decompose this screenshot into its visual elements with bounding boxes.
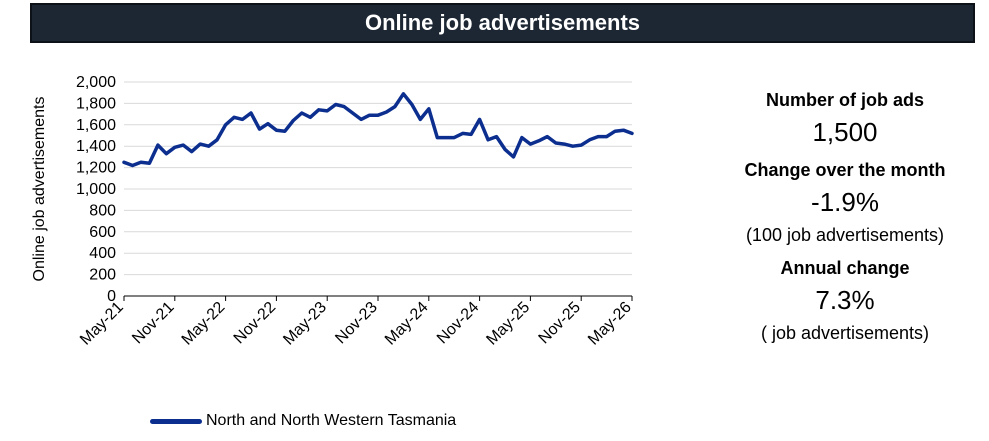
y-tick-label: 1,200 bbox=[76, 160, 116, 177]
number-of-job-ads-value: 1,500 bbox=[812, 117, 878, 147]
y-tick-label: 200 bbox=[89, 267, 116, 284]
y-tick-label: 1,000 bbox=[76, 181, 116, 198]
series-line-north-and-north-western-tasmania bbox=[122, 92, 634, 168]
monthly-change-value: -1.9% bbox=[811, 187, 879, 217]
x-tick-label: May-26 bbox=[585, 299, 635, 349]
y-tick-label: 0 bbox=[107, 288, 116, 305]
x-tick-label: May-22 bbox=[179, 299, 229, 349]
x-tick-label: May-21 bbox=[77, 299, 127, 349]
x-tick-label: May-23 bbox=[280, 299, 330, 349]
x-tick-label: May-24 bbox=[382, 299, 432, 349]
monthly-change-note: (100 job advertisements) bbox=[745, 225, 945, 245]
x-tick-label: Nov-21 bbox=[129, 299, 178, 348]
x-tick-label: May-25 bbox=[483, 299, 533, 349]
y-tick-label: 1,600 bbox=[76, 117, 116, 134]
y-axis-title: Online job advertisements bbox=[31, 97, 48, 282]
number-of-job-ads-heading: Number of job ads bbox=[765, 90, 924, 110]
x-tick-label: Nov-24 bbox=[434, 299, 483, 348]
x-tick-label: Nov-22 bbox=[231, 299, 280, 348]
page-title: Online job advertisements bbox=[364, 10, 641, 35]
y-tick-label: 800 bbox=[89, 202, 116, 219]
annual-change-heading: Annual change bbox=[780, 258, 910, 278]
title-banner: Online job advertisements bbox=[30, 3, 975, 43]
annual-change-value: 7.3% bbox=[815, 285, 875, 315]
y-tick-label: 1,800 bbox=[76, 95, 116, 112]
stats-panel: Number of job ads 1,500 Change over the … bbox=[710, 88, 980, 346]
legend-label: North and North Western Tasmania bbox=[206, 412, 457, 429]
annual-change-note: ( job advertisements) bbox=[760, 323, 930, 343]
x-tick-label: Nov-23 bbox=[332, 299, 381, 348]
y-tick-label: 400 bbox=[89, 245, 116, 262]
monthly-change-heading: Change over the month bbox=[744, 160, 946, 180]
y-tick-label: 1,400 bbox=[76, 138, 116, 155]
y-tick-label: 2,000 bbox=[76, 74, 116, 91]
line-chart: 0 200 400 600 800 1,000 1,200 1,400 1,600 1,800 2,… bbox=[31, 74, 635, 349]
y-tick-label: 600 bbox=[89, 224, 116, 241]
chart-legend: North and North Western Tasmania bbox=[150, 412, 456, 430]
x-tick-label: Nov-25 bbox=[536, 299, 585, 348]
legend-line-swatch bbox=[150, 418, 202, 424]
